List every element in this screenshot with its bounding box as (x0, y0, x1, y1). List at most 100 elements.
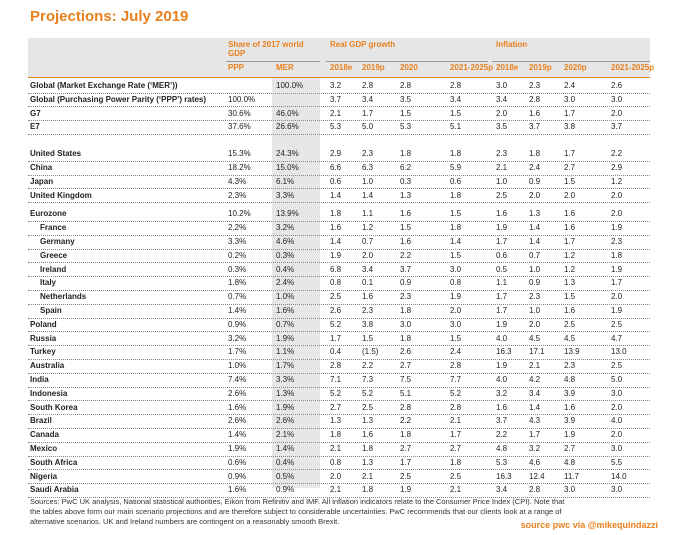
row-label: Netherlands (40, 292, 87, 302)
cell: 0.4 (330, 347, 342, 357)
cell: 7.5 (400, 375, 412, 384)
cell: 2.5 (611, 361, 623, 371)
cell: 2.3 (496, 149, 508, 159)
row-rule (28, 160, 650, 162)
cell: 2.3 (362, 149, 374, 159)
cell: 1.6 (564, 209, 576, 219)
cell: 1.4% (276, 444, 295, 453)
cell: 1.6 (400, 209, 412, 219)
cell: 0.5 (496, 264, 508, 274)
cell: 2.8 (362, 81, 374, 90)
cell: 1.6% (228, 402, 247, 412)
column-header: 2021-2025p (611, 63, 655, 72)
cell: 17.1 (529, 347, 545, 357)
cell: 5.0 (362, 122, 374, 132)
cell: 1.7 (564, 108, 576, 118)
cell: 2.5 (496, 190, 508, 200)
cell: 1.7 (529, 430, 541, 440)
cell: 2.1 (450, 416, 462, 426)
cell: 2.2 (362, 361, 374, 371)
column-header: 2021-2025p (450, 63, 494, 72)
cell: 2.4 (450, 347, 462, 357)
cell: 3.2 (330, 81, 342, 90)
cell: 4.0 (496, 333, 508, 343)
cell: 3.0 (450, 264, 462, 274)
cell: 1.4 (330, 237, 342, 246)
cell: 3.0 (564, 485, 576, 495)
cell: 1.6 (496, 209, 508, 219)
row-label: Global (Market Exchange Rate (‘MER’)) (30, 81, 178, 90)
cell: 6.1% (276, 176, 295, 186)
cell: 4.0 (611, 416, 623, 426)
cell: 2.0 (611, 209, 623, 219)
cell: 2.7 (330, 402, 342, 412)
row-label: Spain (40, 306, 62, 315)
cell: 0.9 (400, 278, 412, 288)
cell: 0.9% (276, 485, 295, 495)
row-rule (28, 106, 650, 108)
cell: 1.0 (529, 264, 541, 274)
cell: 6.3 (362, 163, 374, 172)
cell: 7.3 (362, 375, 374, 384)
cell: 1.8 (400, 430, 412, 440)
cell: 2.5 (611, 319, 623, 329)
cell: 2.5 (362, 402, 374, 412)
cell: 6.8 (330, 264, 342, 274)
row-label: Canada (30, 430, 59, 440)
cell: 15.3% (228, 149, 251, 159)
cell: 3.0 (611, 444, 623, 453)
cell: 5.2 (330, 388, 342, 398)
cell: 1.6% (276, 306, 295, 315)
cell: 2.6 (611, 81, 623, 90)
cell: 1.5 (400, 108, 412, 118)
cell: 1.8 (330, 430, 342, 440)
cell: 2.7 (450, 444, 462, 453)
row-label: Eurozone (30, 209, 67, 219)
row-label: Saudi Arabia (30, 485, 79, 495)
cell: 3.0 (450, 319, 462, 329)
cell: 3.4 (496, 485, 508, 495)
cell: 1.6 (330, 223, 342, 233)
cell: 1.0 (496, 176, 508, 186)
row-rule (28, 414, 650, 416)
cell: 1.8 (450, 223, 462, 233)
cell: 1.4% (228, 306, 247, 315)
cell: 1.6 (564, 223, 576, 233)
cell: 7.1 (330, 375, 342, 384)
row-label: E7 (30, 122, 40, 132)
column-header: 2018e (496, 63, 519, 72)
cell: 0.9% (228, 471, 247, 481)
cell: 3.3% (228, 237, 247, 246)
cell: 0.3 (400, 176, 412, 186)
cell: 3.4 (496, 94, 508, 104)
cell: 4.6% (276, 237, 295, 246)
cell: 0.3% (276, 250, 295, 260)
cell: 1.8 (362, 485, 374, 495)
cell: 2.2 (400, 416, 412, 426)
cell: 1.6 (362, 292, 374, 302)
cell: 1.5 (564, 292, 576, 302)
cell: 14.0 (611, 471, 627, 481)
cell: 2.2 (611, 149, 623, 159)
cell: 1.5 (362, 333, 374, 343)
cell: (1.5) (362, 347, 379, 357)
cell: 3.0 (496, 81, 508, 90)
cell: 3.9 (564, 416, 576, 426)
cell: 1.8 (330, 209, 342, 219)
cell: 3.2% (276, 223, 295, 233)
cell: 4.3% (228, 176, 247, 186)
row-label: Germany (40, 237, 75, 246)
cell: 3.0 (564, 94, 576, 104)
column-header: 2019p (529, 63, 552, 72)
cell: 5.5 (611, 457, 623, 467)
cell: 1.9 (611, 306, 623, 315)
cell: 2.0 (529, 190, 541, 200)
row-rule (28, 483, 650, 485)
cell: 1.9 (564, 430, 576, 440)
cell: 2.2 (496, 430, 508, 440)
cell: 0.1 (362, 278, 374, 288)
cell: 2.3 (400, 292, 412, 302)
row-rule (28, 303, 650, 305)
column-header: 2020 (400, 63, 418, 72)
cell: 0.9 (529, 176, 541, 186)
